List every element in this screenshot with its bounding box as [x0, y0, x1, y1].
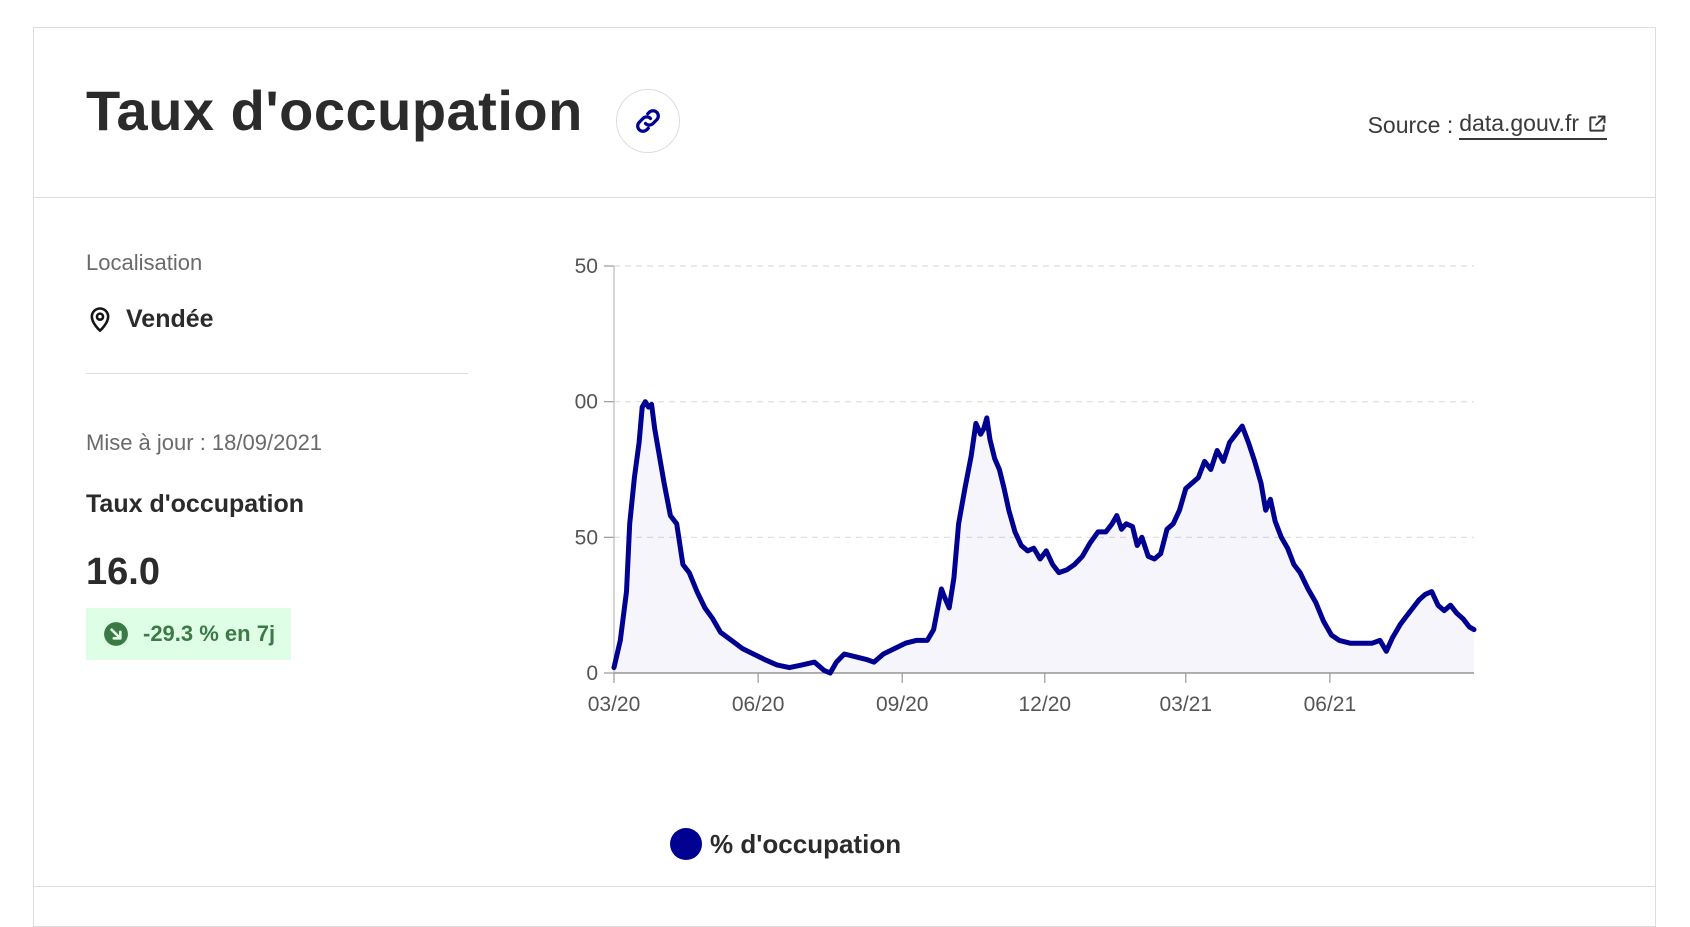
indicator-title: Taux d'occupation — [86, 490, 304, 518]
y-tick-label: 150 — [574, 255, 598, 278]
source-link[interactable]: data.gouv.fr — [1459, 110, 1607, 140]
x-tick-label: 03/21 — [1159, 693, 1212, 716]
chart: 0 50 100 150 03/20 06/20 09/20 12/20 03/21 06/21 — [563, 233, 1634, 833]
trend-text: -29.3 % en 7j — [143, 621, 276, 646]
external-link-icon — [1589, 115, 1606, 132]
y-tick-label: 100 — [574, 391, 598, 414]
location: Vendée — [86, 304, 468, 334]
divider — [86, 373, 468, 374]
chart-legend: % d'occupation — [670, 828, 901, 860]
series-line — [611, 399, 1477, 676]
x-tick-label: 12/20 — [1019, 693, 1072, 716]
y-tick-label: 0 — [586, 662, 598, 685]
link-icon — [636, 109, 660, 133]
x-tick-label: 06/20 — [732, 693, 785, 716]
legend-label: % d'occupation — [710, 828, 902, 859]
trend-badge: -29.3 % en 7j — [86, 608, 292, 660]
x-tick-label: 03/20 — [588, 693, 641, 716]
x-tick-label: 06/21 — [1304, 693, 1357, 716]
indicator-panel: Localisation Vendée Mise à jour : 18/09/… — [86, 250, 468, 660]
indicator-card: Taux d'occupation Source : data.gouv.fr … — [33, 27, 1656, 927]
location-value: Vendée — [126, 304, 214, 333]
card-header: Taux d'occupation Source : data.gouv.fr — [34, 28, 1655, 198]
arrow-down-right-circle-icon — [104, 622, 128, 646]
source: Source : data.gouv.fr — [1368, 110, 1607, 140]
location-label: Localisation — [86, 250, 203, 275]
y-tick-label: 50 — [575, 526, 598, 549]
series-area — [614, 401, 1474, 673]
copy-link-button[interactable] — [616, 89, 680, 153]
card-divider — [34, 886, 1655, 887]
source-label: Source : — [1367, 111, 1454, 138]
map-pin-icon — [90, 307, 110, 332]
card-title: Taux d'occupation — [86, 79, 583, 142]
legend-swatch — [670, 828, 702, 860]
x-tick-label: 09/20 — [876, 693, 929, 716]
source-link-text: data.gouv.fr — [1459, 110, 1579, 136]
indicator-value: 16.0 — [86, 551, 160, 593]
chart-svg: 0 50 100 150 03/20 06/20 09/20 12/20 03/21 06/21 — [563, 255, 1477, 716]
update-date: Mise à jour : 18/09/2021 — [86, 430, 323, 455]
